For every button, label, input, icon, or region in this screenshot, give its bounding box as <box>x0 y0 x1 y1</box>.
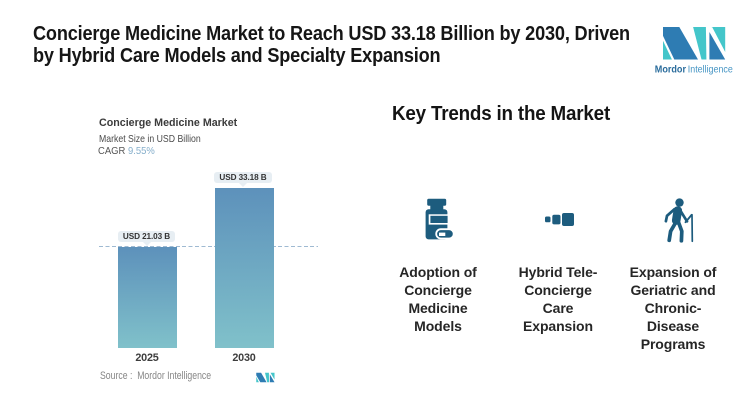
svg-text:Intelligence: Intelligence <box>688 65 733 76</box>
svg-text:Mordor: Mordor <box>655 65 686 76</box>
